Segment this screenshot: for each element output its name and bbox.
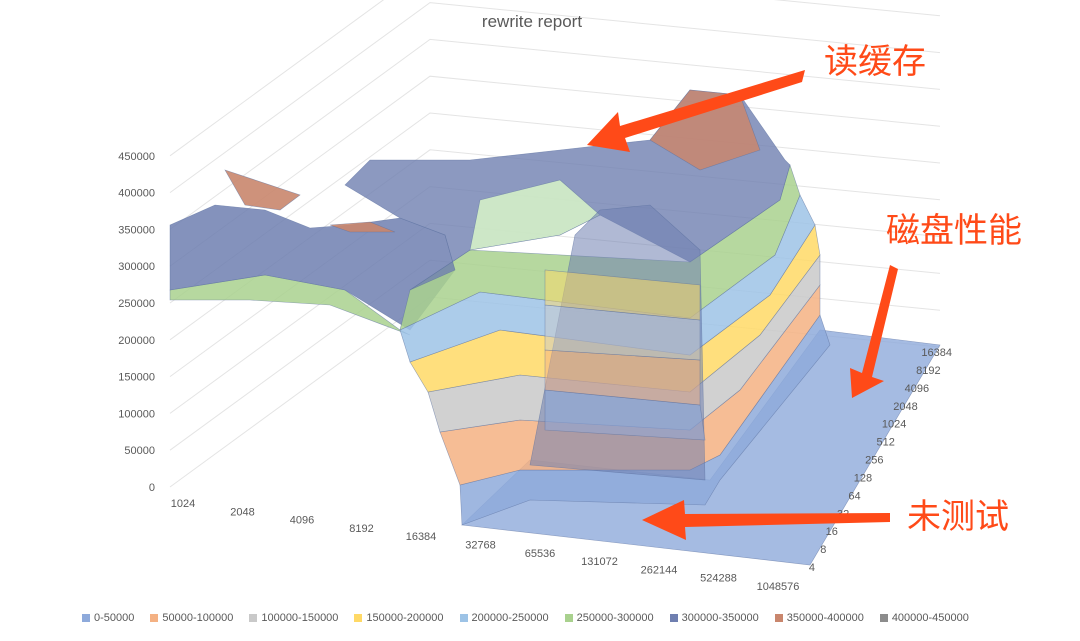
- legend-swatch: [564, 614, 573, 622]
- annotation-read-cache-label: 读缓存: [824, 42, 926, 82]
- legend-swatch: [774, 614, 783, 622]
- annotation-disk-perf-label: 磁盘性能: [886, 211, 1022, 251]
- legend-label: 350000-400000: [786, 612, 864, 624]
- surface-chimney-band: [544, 269, 701, 321]
- annotation-untested: 未测试: [642, 497, 1009, 540]
- z-tick-label: 450000: [118, 151, 155, 163]
- chart-legend: 0-50000 50000-100000 100000-150000 150000-2…: [82, 612, 969, 624]
- legend-swatch: [354, 614, 363, 622]
- y-tick-label: 512: [877, 437, 895, 449]
- legend-item: 250000-300000: [564, 612, 654, 624]
- x-tick-label: 65536: [525, 548, 556, 560]
- surface-band-peak: [329, 221, 396, 233]
- surface-band-peak: [224, 169, 301, 211]
- x-tick-label: 1024: [171, 498, 195, 510]
- x-axis-ticks: 1024 2048 4096 8192 16384 32768 65536 131072 262…: [171, 498, 800, 593]
- x-tick-label: 1048576: [757, 581, 800, 593]
- legend-item: 150000-200000: [354, 612, 444, 624]
- y-tick-label: 1024: [882, 419, 906, 431]
- y-tick-label: 256: [865, 455, 883, 467]
- surface-plot: [169, 89, 941, 566]
- y-tick-label: 16384: [921, 347, 952, 359]
- legend-label: 200000-250000: [471, 612, 549, 624]
- legend-label: 100000-150000: [261, 612, 339, 624]
- y-tick-label: 128: [854, 472, 872, 484]
- z-gridline: [169, 38, 941, 230]
- legend-swatch: [459, 614, 468, 622]
- legend-item: 400000-450000: [879, 612, 969, 624]
- y-tick-label: 4: [809, 562, 815, 574]
- z-tick-label: 200000: [118, 335, 155, 347]
- z-tick-label: 350000: [118, 224, 155, 236]
- legend-label: 150000-200000: [366, 612, 444, 624]
- legend-item: 350000-400000: [774, 612, 864, 624]
- arrow-untested-icon: [642, 500, 890, 540]
- z-axis-ticks: 0 50000 100000 150000 200000 250000 300000 3500…: [118, 151, 155, 494]
- z-tick-label: 50000: [124, 445, 155, 457]
- y-tick-label: 4096: [905, 383, 929, 395]
- legend-item: 200000-250000: [459, 612, 549, 624]
- legend-label: 0-50000: [94, 612, 135, 624]
- legend-swatch: [249, 614, 258, 622]
- z-tick-label: 0: [149, 482, 155, 494]
- arrow-disk-perf-icon: [850, 265, 898, 398]
- annotation-untested-label: 未测试: [907, 497, 1009, 537]
- x-tick-label: 524288: [700, 573, 737, 585]
- x-tick-label: 2048: [230, 506, 254, 518]
- arrow-read-cache-icon: [587, 70, 805, 152]
- z-tick-label: 150000: [118, 372, 155, 384]
- legend-label: 400000-450000: [891, 612, 969, 624]
- x-tick-label: 16384: [406, 531, 437, 543]
- legend-label: 250000-300000: [576, 612, 654, 624]
- annotation-read-cache: 读缓存: [587, 42, 926, 152]
- z-gridline: [169, 2, 941, 194]
- legend-swatch: [150, 614, 159, 622]
- y-axis-ticks: 16384819240962048102451225612864321684: [809, 347, 952, 574]
- z-tick-label: 100000: [118, 408, 155, 420]
- chart-title: rewrite report: [482, 12, 582, 31]
- y-tick-label: 2048: [893, 401, 917, 413]
- x-tick-label: 4096: [290, 515, 314, 527]
- annotation-disk-perf: 磁盘性能: [850, 211, 1022, 398]
- legend-item: 50000-100000: [150, 612, 233, 624]
- z-gridline: [169, 0, 941, 157]
- legend-swatch: [82, 614, 90, 622]
- x-tick-label: 32768: [465, 540, 496, 552]
- legend-swatch: [879, 614, 888, 622]
- z-tick-label: 300000: [118, 261, 155, 273]
- z-tick-label: 250000: [118, 298, 155, 310]
- x-tick-label: 8192: [349, 523, 373, 535]
- legend-item: 300000-350000: [669, 612, 759, 624]
- y-tick-label: 64: [848, 490, 860, 502]
- x-tick-label: 131072: [581, 556, 618, 568]
- surface-top-light: [469, 179, 601, 251]
- y-tick-label: 16: [826, 526, 838, 538]
- z-tick-label: 400000: [118, 188, 155, 200]
- legend-item: 100000-150000: [249, 612, 338, 624]
- legend-swatch: [669, 614, 678, 622]
- legend-label: 50000-100000: [162, 612, 234, 624]
- x-tick-label: 262144: [641, 564, 678, 576]
- y-tick-label: 8: [820, 544, 826, 556]
- y-tick-label: 8192: [916, 365, 940, 377]
- legend-label: 300000-350000: [681, 612, 759, 624]
- legend-item: 0-50000: [82, 612, 134, 624]
